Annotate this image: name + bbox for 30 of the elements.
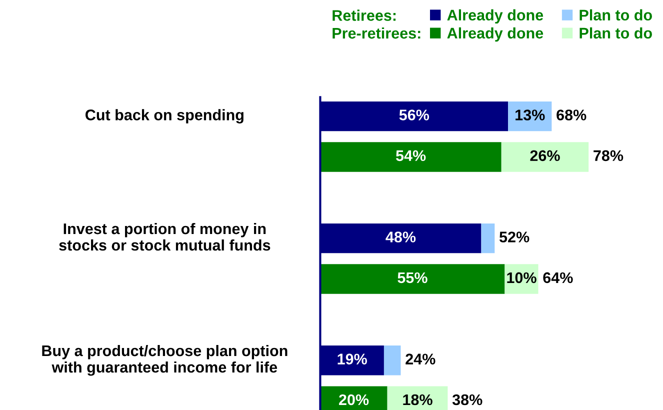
bar — [481, 223, 495, 254]
data-label: 18% — [403, 394, 432, 406]
total-label: 78% — [594, 150, 624, 162]
data-label: 13% — [516, 110, 545, 120]
text: Pre-retirees: — [332, 27, 420, 39]
data-label: 48% — [386, 232, 416, 242]
bar — [320, 142, 502, 172]
data-label: 55% — [398, 272, 428, 284]
legend-label: Already done — [447, 27, 544, 42]
bar — [320, 264, 505, 294]
data-label: 10% — [507, 272, 536, 284]
y-tick-label: Invest a portion of money in stocks or stock mutual funds — [59, 222, 270, 251]
total-label: 52% — [499, 232, 530, 242]
data-label: 56% — [399, 110, 430, 120]
data-label: 54% — [396, 150, 426, 162]
data-label: 26% — [530, 150, 560, 162]
y-tick-label: Cut back on spending — [86, 109, 244, 124]
total-label: 68% — [556, 110, 586, 120]
text: Retirees: — [332, 10, 396, 21]
bar — [384, 346, 401, 376]
legend-label: Plan to do — [580, 27, 652, 39]
legend-label: Already done — [447, 9, 544, 24]
y-tick-label: Buy a product/choose plan option with guaranteed income for life — [42, 344, 288, 376]
bar — [501, 142, 589, 172]
data-label: 20% — [339, 394, 369, 406]
total-label: 38% — [452, 394, 482, 406]
total-label: 24% — [406, 354, 436, 364]
total-label: 64% — [543, 272, 573, 284]
legend-label: Plan to do — [580, 9, 652, 21]
data-label: 19% — [338, 354, 367, 364]
